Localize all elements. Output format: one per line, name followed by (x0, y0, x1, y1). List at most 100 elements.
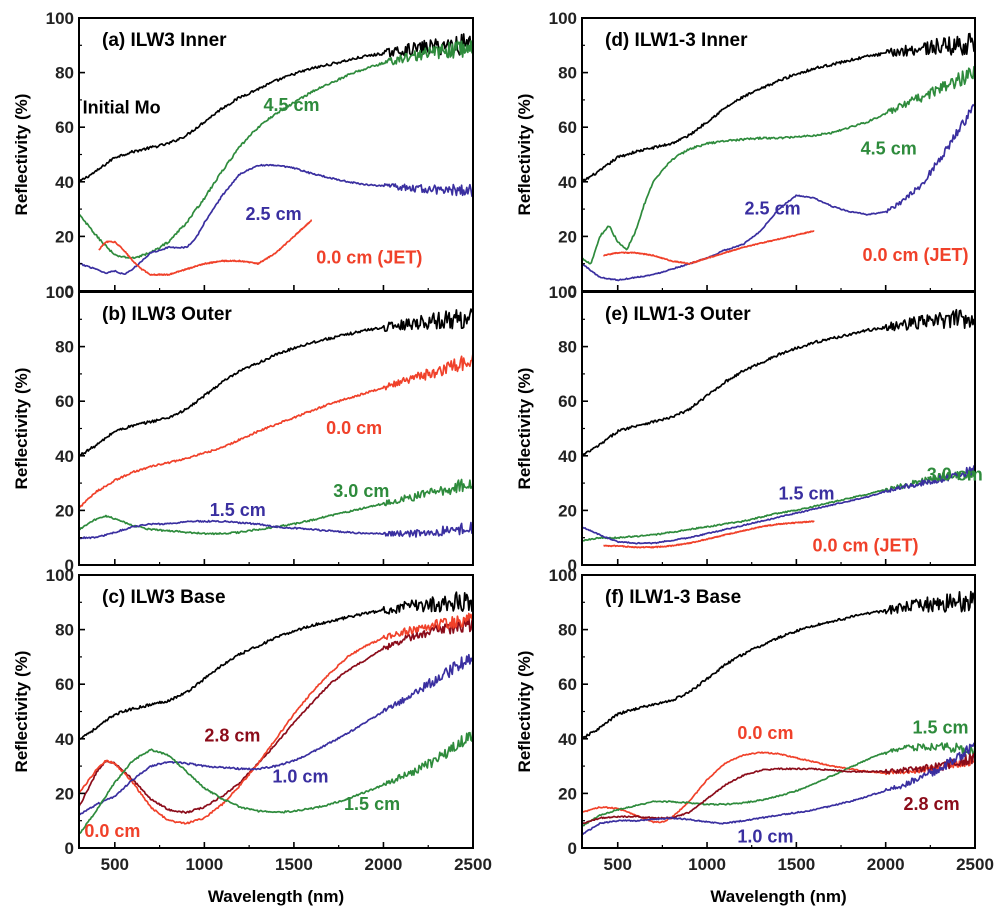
y-axis-title: Reflectivity (%) (515, 368, 534, 490)
series-line-1-5-cm (79, 519, 473, 540)
y-tick-label: 20 (55, 227, 74, 246)
panel-title: (e) ILW1-3 Outer (605, 304, 751, 325)
series-line-0-0-cm (79, 353, 473, 509)
panel-c: 0 20 40 60 80 100 500 1000 1500 2000 2500 Reflectiv… (12, 566, 492, 906)
y-tick-label: 80 (55, 338, 74, 357)
series-line-4-5-cm (582, 65, 975, 265)
y-axis-title: Reflectivity (%) (12, 94, 31, 216)
series-label: 1.5 cm (912, 717, 968, 737)
y-tick-label: 40 (55, 173, 74, 192)
panel-title: (a) ILW3 Inner (102, 30, 227, 51)
y-tick-label: 0 (65, 839, 74, 858)
panel-title: (d) ILW1-3 Inner (605, 30, 748, 51)
series-label: 1.5 cm (210, 500, 266, 520)
x-tick-label: 1000 (688, 855, 726, 874)
series-label: 1.0 cm (272, 766, 328, 786)
plot-frame (78, 574, 474, 849)
y-tick-label: 20 (558, 784, 577, 803)
y-tick-label: 60 (558, 392, 577, 411)
series-line-0-0-cm (79, 612, 473, 825)
y-tick-label: 80 (55, 64, 74, 83)
series-label: 2.5 cm (745, 199, 801, 219)
series-line-1-0-cm (79, 653, 473, 816)
y-tick-label: 40 (558, 447, 577, 466)
y-tick-label: 60 (55, 118, 74, 137)
series-group (582, 590, 975, 835)
y-tick-label: 0 (568, 556, 577, 575)
y-tick-label: 40 (558, 173, 577, 192)
series-group (582, 32, 975, 282)
y-tick-label: 100 (46, 566, 74, 585)
series-line-1-5-cm (79, 727, 473, 835)
panels: 0 20 40 60 80 100 Reflectivity (%) (a) ILW3 Inn… (12, 9, 994, 906)
y-axis-title: Reflectivity (%) (12, 368, 31, 490)
x-tick-label: 2000 (867, 855, 905, 874)
series-line-2-5-cm (79, 163, 473, 276)
x-tick-label: 2500 (956, 855, 994, 874)
series-label: 4.5 cm (861, 139, 917, 159)
series-label: 1.5 cm (344, 794, 400, 814)
y-tick-label: 0 (65, 282, 74, 301)
y-tick-label: 100 (46, 283, 74, 302)
y-tick-label: 100 (46, 9, 74, 28)
series-line-initial-mo (582, 308, 975, 457)
x-axis-title: Wavelength (nm) (208, 887, 344, 906)
series-line-0-0-cm-jet- (98, 219, 313, 277)
series-label: 2.8 cm (204, 726, 260, 746)
x-tick-label: 500 (604, 855, 632, 874)
series-line-0-0-cm-jet- (603, 520, 815, 549)
y-tick-label: 60 (55, 392, 74, 411)
y-tick-label: 0 (65, 556, 74, 575)
series-line-2-8-cm (79, 617, 473, 814)
series-line-initial-mo (582, 32, 975, 182)
panel-a: 0 20 40 60 80 100 Reflectivity (%) (a) ILW3 Inn… (12, 9, 474, 301)
panel-e: 0 20 40 60 80 100 Reflectivity (%) (e) ILW1-3 O… (515, 283, 983, 575)
y-tick-label: 0 (568, 839, 577, 858)
y-tick-label: 100 (549, 566, 577, 585)
y-tick-label: 60 (558, 675, 577, 694)
panel-title: (f) ILW1-3 Base (605, 587, 741, 608)
series-label: 0.0 cm (326, 418, 382, 438)
series-line-1-0-cm (582, 742, 975, 835)
series-label: 0.0 cm (JET) (812, 535, 918, 555)
y-tick-label: 20 (55, 784, 74, 803)
y-tick-label: 40 (55, 730, 74, 749)
series-label: 0.0 cm (JET) (862, 245, 968, 265)
series-label: 1.0 cm (737, 827, 793, 847)
panel-b: 0 20 40 60 80 100 Reflectivity (%) (b) ILW3 Out… (12, 283, 474, 575)
series-label: 2.5 cm (246, 204, 302, 224)
y-axis-title: Reflectivity (%) (12, 651, 31, 773)
series-label: 0.0 cm (84, 821, 140, 841)
x-tick-label: 1500 (275, 855, 313, 874)
y-tick-label: 60 (558, 118, 577, 137)
y-tick-label: 40 (55, 447, 74, 466)
series-line-2-8-cm (582, 752, 975, 825)
x-tick-label: 500 (101, 855, 129, 874)
series-label: 2.8 cm (904, 794, 960, 814)
x-tick-label: 2500 (454, 855, 492, 874)
y-axis-title: Reflectivity (%) (515, 94, 534, 216)
series-group (79, 308, 473, 540)
series-line-2-5-cm (582, 102, 975, 282)
y-tick-label: 0 (568, 282, 577, 301)
series-line-4-5-cm (79, 40, 473, 260)
panel-title: (c) ILW3 Base (102, 587, 226, 608)
series-line-1-5-cm (582, 742, 975, 827)
series-line-0-0-cm-jet- (602, 230, 815, 265)
y-tick-label: 80 (558, 338, 577, 357)
y-tick-label: 80 (558, 64, 577, 83)
series-group (79, 591, 473, 835)
series-label: 0.0 cm (JET) (316, 248, 422, 268)
x-tick-label: 1500 (777, 855, 815, 874)
plot-frame (78, 291, 474, 566)
x-axis-title: Wavelength (nm) (710, 887, 846, 906)
y-tick-label: 20 (55, 501, 74, 520)
series-line-initial-mo (79, 308, 473, 457)
panel-f: 0 20 40 60 80 100 500 1000 1500 2000 2500 Reflectiv… (515, 566, 994, 906)
annotation-label: Initial Mo (83, 98, 161, 118)
y-axis-title: Reflectivity (%) (515, 651, 534, 773)
series-label: 0.0 cm (737, 723, 793, 743)
x-tick-label: 1000 (185, 855, 223, 874)
y-tick-label: 100 (549, 283, 577, 302)
